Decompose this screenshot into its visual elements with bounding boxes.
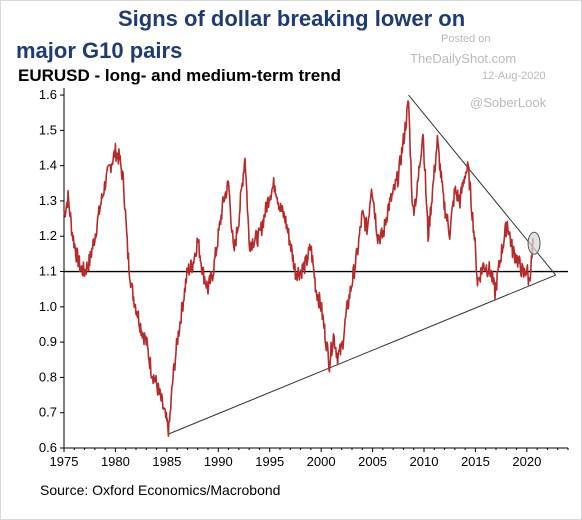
y-tick-label: 1.3 [39, 193, 57, 208]
x-tick-label: 2000 [307, 454, 336, 469]
chart-axes: 0.6 0.7 0.8 0.9 1.0 1.1 1.2 1.3 1.4 1.5 1.6 1975 198… [39, 87, 569, 469]
source-note: Source: Oxford Economics/Macrobond [40, 482, 281, 498]
chart-title-line2: major G10 pairs [16, 38, 183, 63]
y-tick-label: 1.4 [39, 158, 57, 173]
x-tick-label: 2015 [461, 454, 490, 469]
watermark-site: TheDailyShot.com [410, 51, 517, 66]
chart-title-line1: Signs of dollar breaking lower on [118, 6, 466, 31]
y-tick-label: 0.6 [39, 440, 57, 455]
y-tick-label: 1.0 [39, 299, 57, 314]
series-line [63, 100, 534, 437]
trendlines-group [168, 94, 557, 435]
y-tick-label: 1.6 [39, 87, 57, 102]
x-tick-label: 2005 [358, 454, 387, 469]
highlight-group [527, 231, 541, 255]
y-tick-label: 1.1 [39, 264, 57, 279]
y-tick-label: 0.9 [39, 334, 57, 349]
series-group [63, 100, 534, 437]
x-tick-label: 2020 [512, 454, 541, 469]
x-tick-label: 1975 [50, 454, 79, 469]
x-tick-label: 1985 [152, 454, 181, 469]
y-tick-label: 1.5 [39, 122, 57, 137]
y-tick-label: 0.7 [39, 405, 57, 420]
chart-subtitle: EURUSD - long- and medium-term trend [18, 66, 342, 85]
trendline [168, 274, 556, 435]
y-tick-label: 0.8 [39, 369, 57, 384]
highlight-circle [527, 231, 541, 255]
watermark-handle: @SoberLook [470, 95, 547, 110]
watermark-posted: Posted on [441, 33, 491, 45]
x-tick-label: 2010 [410, 454, 439, 469]
x-tick-label: 1980 [101, 454, 130, 469]
watermark-date: 12-Aug-2020 [482, 70, 546, 82]
x-tick-label: 1990 [204, 454, 233, 469]
x-tick-label: 1995 [255, 454, 284, 469]
y-tick-label: 1.2 [39, 228, 57, 243]
